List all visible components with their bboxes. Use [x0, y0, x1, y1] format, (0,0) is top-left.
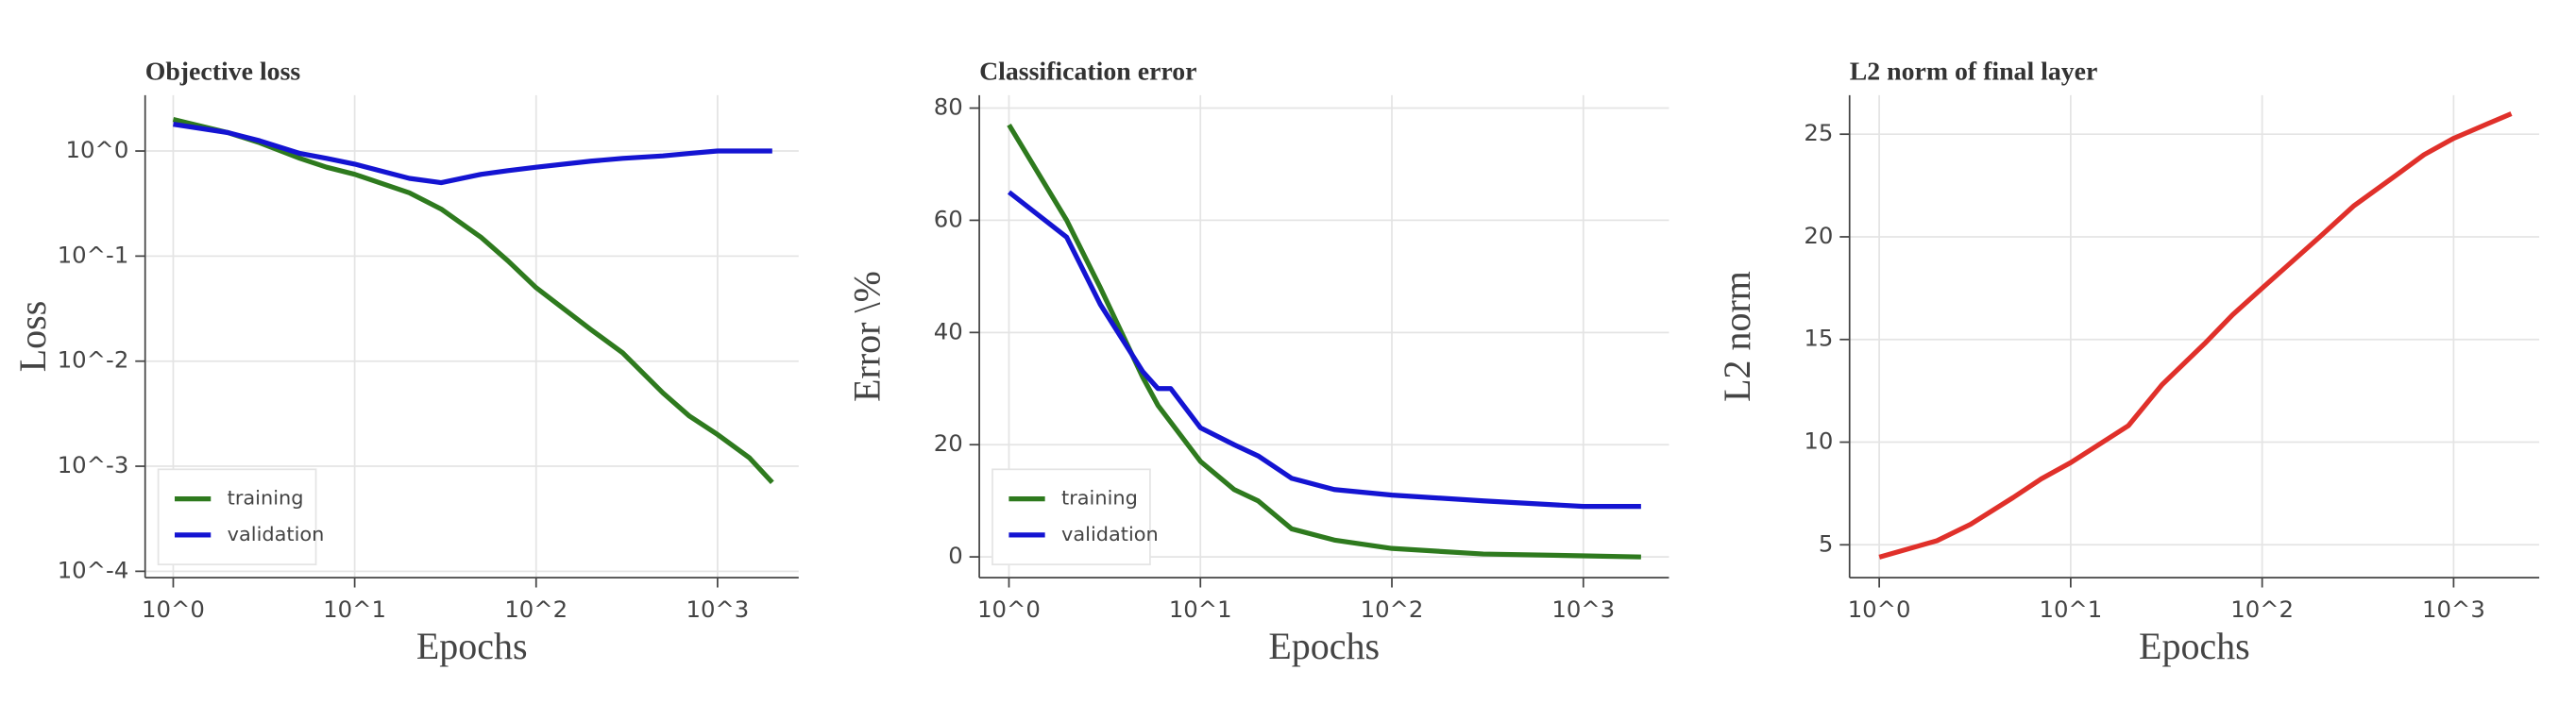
legend-label: validation	[1061, 523, 1159, 545]
x-axis-label: Epochs	[1268, 625, 1380, 667]
x-tick-label: 10^0	[977, 595, 1041, 623]
y-tick-label: 60	[934, 205, 963, 232]
series-line	[173, 122, 772, 186]
legend-label: validation	[228, 523, 325, 545]
y-tick-label: 20	[934, 429, 963, 457]
x-tick-label: 10^3	[1551, 595, 1615, 623]
y-tick-label: 0	[948, 542, 962, 569]
series-line	[1007, 190, 1641, 510]
y-tick-label: 40	[934, 317, 963, 344]
chart: 10^0 10^1 10^2 10^3 5 10 15 20 25 L2 norm of fina…	[1716, 58, 2540, 667]
y-tick-label: 25	[1804, 119, 1833, 146]
y-tick-label: 10^-4	[58, 556, 129, 583]
chart-title: L2 norm of final layer	[1850, 58, 2098, 87]
x-tick-label: 10^1	[2039, 595, 2102, 623]
legend-box	[991, 468, 1151, 566]
x-tick-label: 10^3	[2422, 595, 2485, 623]
x-axis-label: Epochs	[416, 625, 528, 667]
y-tick-label: 15	[1804, 325, 1833, 352]
y-tick-label: 10	[1804, 427, 1833, 455]
series-line	[172, 117, 774, 485]
x-tick-label: 10^2	[1361, 595, 1424, 623]
chart: 10^0 10^1 10^2 10^3 0 20 40 60 80 Classification …	[845, 58, 1669, 667]
chart-title: Objective loss	[145, 58, 301, 87]
y-axis-label: Loss	[11, 301, 54, 373]
legend-box	[157, 468, 317, 566]
x-tick-label: 10^2	[504, 595, 568, 623]
series-line	[1007, 123, 1641, 560]
y-axis-label: L2 norm	[1716, 271, 1758, 402]
y-tick-label: 10^-1	[58, 241, 129, 268]
y-tick-label: 5	[1819, 529, 1833, 557]
x-tick-label: 10^0	[1848, 595, 1911, 623]
y-tick-label: 10^-2	[58, 346, 129, 374]
legend-label: training	[228, 487, 304, 510]
y-tick-label: 10^0	[65, 136, 128, 163]
x-axis-label: Epochs	[2139, 625, 2250, 667]
x-tick-label: 10^1	[323, 595, 386, 623]
x-tick-label: 10^3	[686, 595, 749, 623]
y-axis-label: Error \%	[845, 271, 888, 402]
legend-label: training	[1061, 487, 1138, 510]
x-tick-label: 10^1	[1169, 595, 1232, 623]
x-tick-label: 10^2	[2230, 595, 2294, 623]
y-tick-label: 10^-3	[58, 451, 129, 478]
chart: 10^0 10^1 10^2 10^3 10^-4 10^-3 10^-2 10^-1 10^0…	[11, 58, 799, 667]
series-line	[1878, 111, 2513, 560]
y-tick-label: 80	[934, 93, 963, 121]
x-tick-label: 10^0	[142, 595, 205, 623]
y-tick-label: 20	[1804, 222, 1833, 249]
chart-title: Classification error	[979, 58, 1196, 87]
